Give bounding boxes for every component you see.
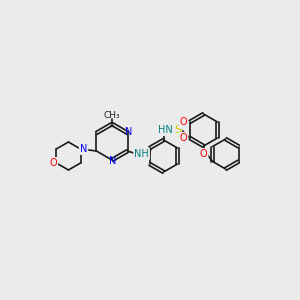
Text: HN: HN bbox=[158, 125, 173, 135]
Text: S: S bbox=[174, 125, 181, 135]
Text: O: O bbox=[50, 158, 57, 168]
Text: NH: NH bbox=[134, 149, 149, 159]
Text: N: N bbox=[125, 127, 132, 137]
Text: N: N bbox=[80, 144, 87, 154]
Text: O: O bbox=[180, 133, 188, 143]
Text: O: O bbox=[180, 117, 188, 127]
Text: N: N bbox=[109, 156, 117, 166]
Text: O: O bbox=[200, 149, 207, 159]
Text: CH₃: CH₃ bbox=[104, 112, 120, 121]
